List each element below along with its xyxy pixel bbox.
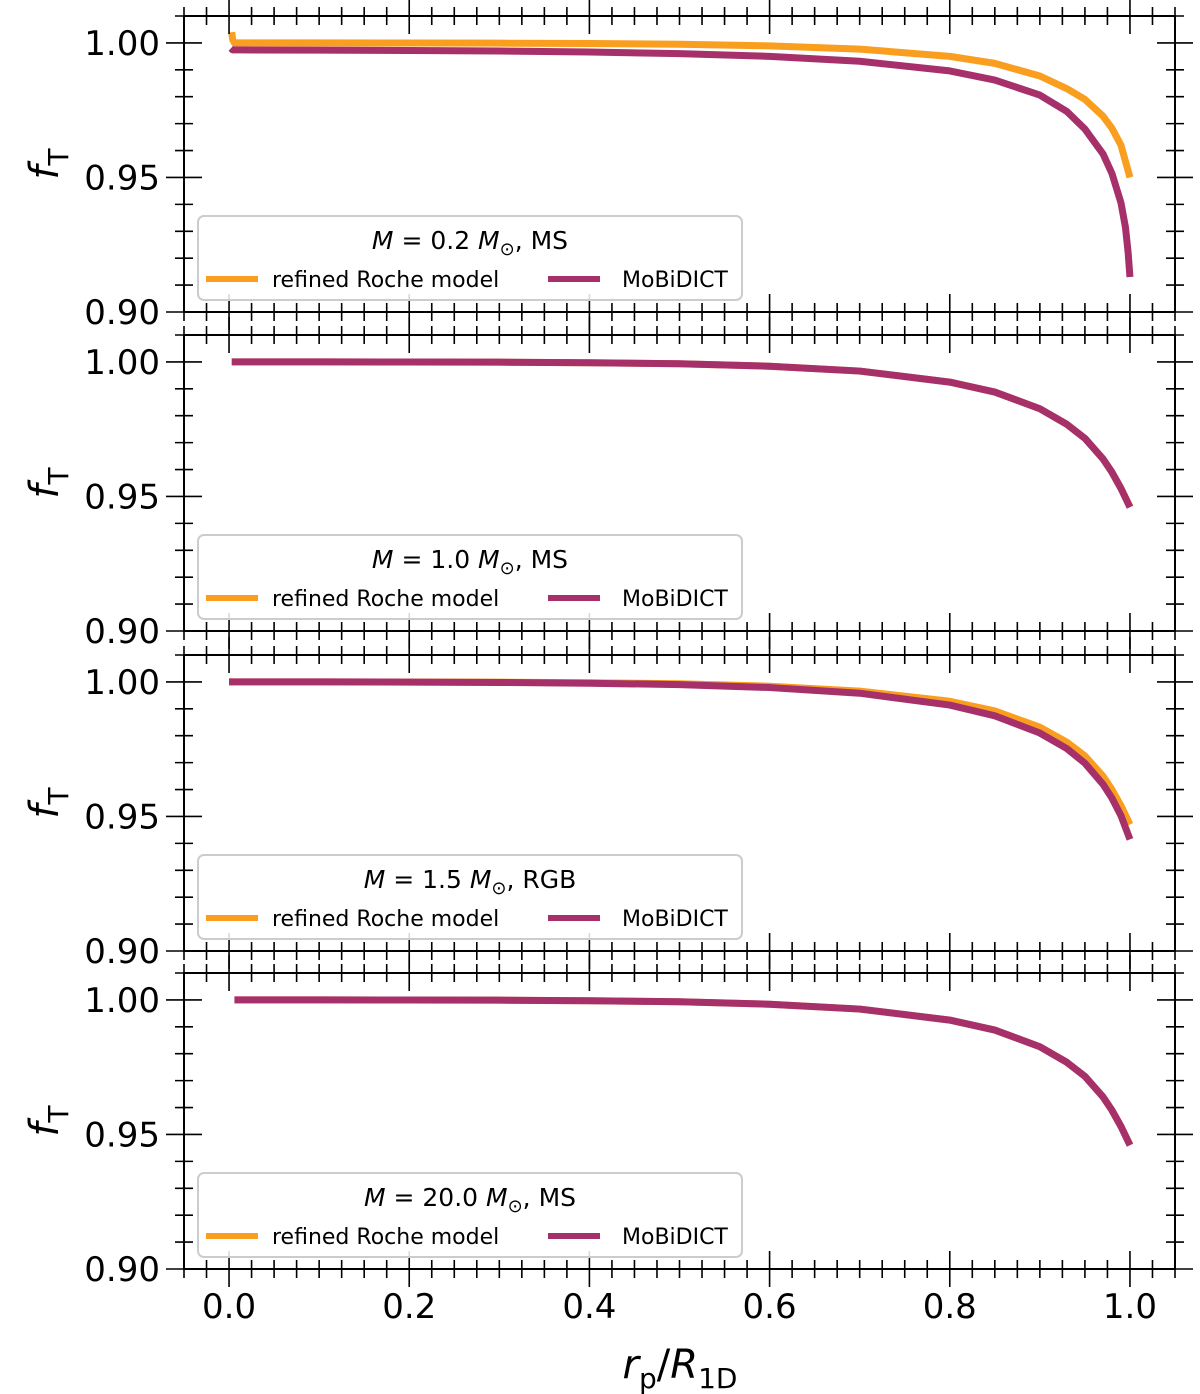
legend-box	[197, 854, 743, 940]
y-tick-label: 0.95	[84, 797, 160, 837]
legend-title: M = 0.2 M⊙, MS	[372, 226, 568, 260]
y-axis-label: fT	[22, 1105, 75, 1137]
y-tick-label: 1.00	[84, 343, 160, 383]
legend-title-m: M	[372, 545, 394, 574]
mobidict-line	[234, 996, 1134, 1147]
legend-title-sun-symbol: ⊙	[491, 878, 506, 899]
legend-title-stage: , MS	[515, 545, 568, 574]
legend-title-value: = 0.2	[394, 226, 479, 255]
legend-title-stage: , MS	[523, 1183, 576, 1212]
legend-title-stage: , RGB	[507, 865, 577, 894]
legend-label-refined-roche: refined Roche model	[272, 907, 499, 932]
y-tick-label: 1.00	[84, 981, 160, 1021]
refined-roche-line	[229, 678, 1134, 827]
legend-title-m: M	[364, 1183, 386, 1212]
refined-roche-line	[231, 358, 1134, 509]
legend-title-msun: M	[470, 865, 492, 894]
x-tick-labels: 0.0 0.2 0.4 0.6 0.8 1.0	[202, 1287, 1157, 1327]
x-axis-label: rp/R1D	[623, 1342, 738, 1394]
mobidict-line	[229, 678, 1134, 841]
legend-title-sun-symbol: ⊙	[500, 558, 515, 579]
y-tick-label: 1.00	[84, 663, 160, 703]
legend-label-refined-roche: refined Roche model	[272, 587, 499, 612]
legend-box	[197, 215, 743, 301]
y-axis-label: fT	[22, 787, 75, 819]
legend-title: M = 1.0 M⊙, MS	[372, 545, 568, 579]
x-tick-label: 0.0	[202, 1287, 256, 1327]
legend-box	[197, 1172, 743, 1258]
legend-label-mobidict: MoBiDICT	[622, 587, 728, 612]
legend-label-mobidict: MoBiDICT	[622, 1225, 728, 1250]
legend-title-msun: M	[478, 226, 500, 255]
y-axis-label: fT	[22, 148, 75, 180]
mobidict-line	[231, 358, 1134, 509]
legend-title-msun: M	[478, 545, 500, 574]
legend-title-stage: , MS	[515, 226, 568, 255]
mobidict-line	[228, 45, 1134, 278]
y-tick-label: 0.90	[84, 1250, 160, 1290]
x-tick-label: 0.4	[562, 1287, 616, 1327]
y-tick-label: 0.90	[84, 293, 160, 333]
x-tick-label: 1.0	[1103, 1287, 1157, 1327]
y-axis-label-sub: T	[42, 787, 75, 806]
legend-title-m: M	[372, 226, 394, 255]
y-tick-label: 0.95	[84, 477, 160, 517]
legend-title-value: = 20.0	[386, 1183, 486, 1212]
y-tick-label: 0.95	[84, 158, 160, 198]
y-tick-label: 1.00	[84, 24, 160, 64]
y-axis-label-sub: T	[42, 467, 75, 486]
legend-title-sun-symbol: ⊙	[500, 239, 515, 260]
refined-roche-line	[234, 996, 1134, 1147]
legend-title: M = 20.0 M⊙, MS	[364, 1183, 576, 1217]
x-tick-label: 0.6	[743, 1287, 797, 1327]
legend-title: M = 1.5 M⊙, RGB	[364, 865, 577, 899]
x-tick-label: 0.2	[382, 1287, 436, 1327]
legend-title-sun-symbol: ⊙	[508, 1196, 523, 1217]
legend-title-msun: M	[486, 1183, 508, 1212]
legend-title-value: = 1.0	[394, 545, 479, 574]
refined-roche-line	[228, 31, 1134, 179]
legend-label-mobidict: MoBiDICT	[622, 268, 728, 293]
y-tick-label: 0.90	[84, 612, 160, 652]
legend-title-m: M	[364, 865, 386, 894]
legend-label-mobidict: MoBiDICT	[622, 907, 728, 932]
y-axis-label-sub: T	[42, 148, 75, 167]
y-tick-label: 0.90	[84, 932, 160, 972]
legend-title-value: = 1.5	[385, 865, 470, 894]
y-axis-label: fT	[22, 467, 75, 499]
legend-label-refined-roche: refined Roche model	[272, 1225, 499, 1250]
y-axis-label-sub: T	[42, 1105, 75, 1124]
y-tick-label: 0.95	[84, 1115, 160, 1155]
legend-label-refined-roche: refined Roche model	[272, 268, 499, 293]
x-tick-label: 0.8	[923, 1287, 977, 1327]
legend-box	[197, 534, 743, 620]
